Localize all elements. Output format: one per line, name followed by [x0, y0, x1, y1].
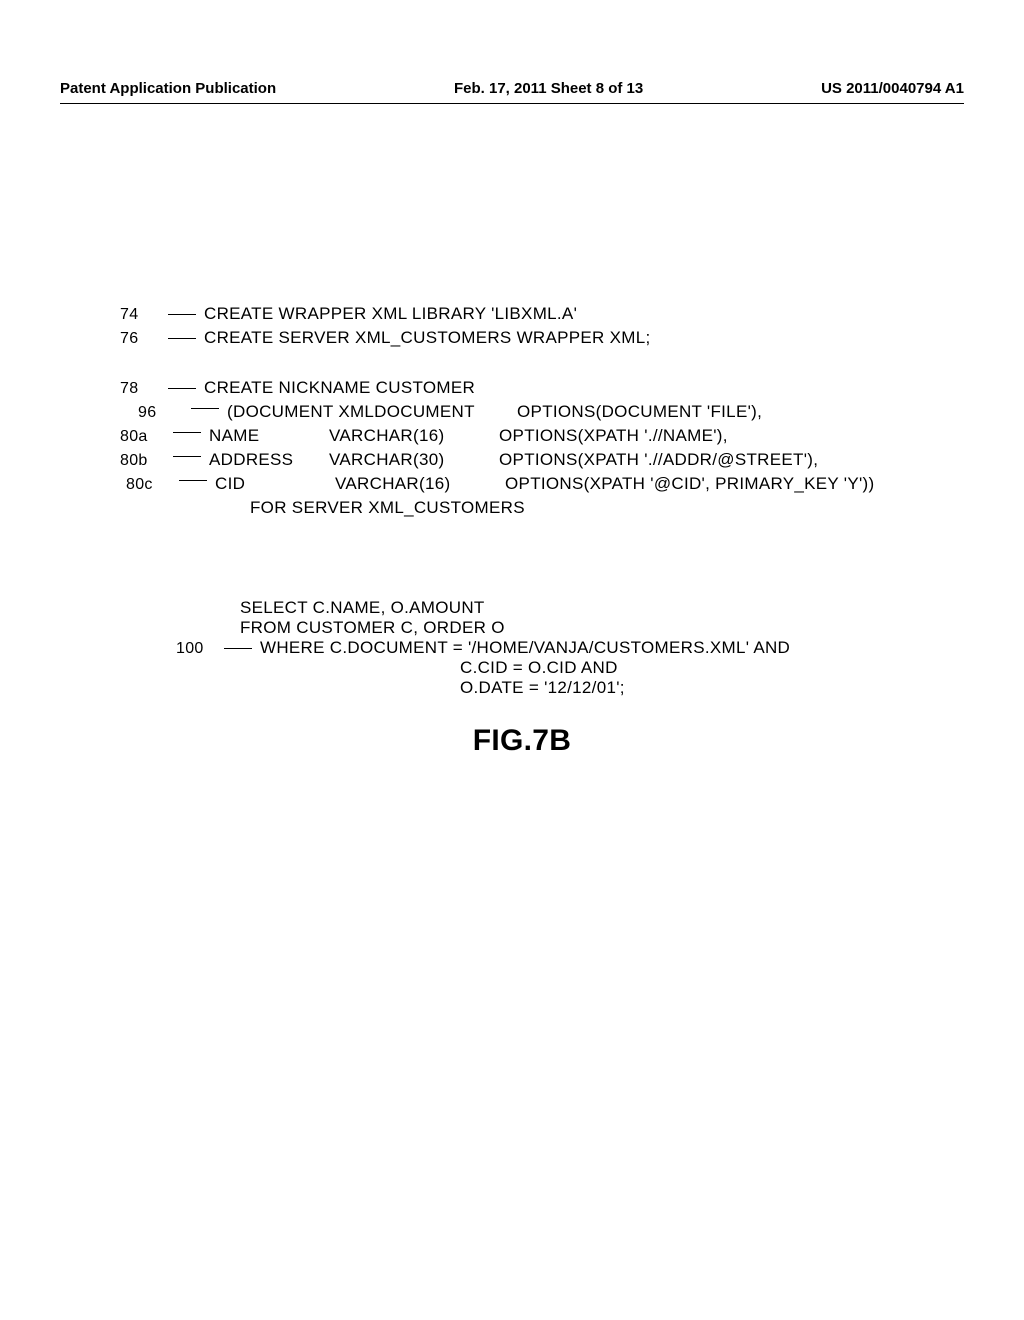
field-80c: CID: [215, 474, 335, 494]
field-80b: ADDRESS: [209, 450, 329, 470]
type-80a: VARCHAR(16): [329, 426, 469, 446]
ref-dash: [168, 314, 196, 315]
sql-where: WHERE C.DOCUMENT = '/HOME/VANJA/CUSTOMER…: [260, 638, 790, 658]
code-78: CREATE NICKNAME CUSTOMER: [204, 378, 475, 398]
figure-content: 74 CREATE WRAPPER XML LIBRARY 'LIBXML.A'…: [60, 304, 964, 758]
line-78: 78 CREATE NICKNAME CUSTOMER: [120, 378, 924, 398]
code-74: CREATE WRAPPER XML LIBRARY 'LIBXML.A': [204, 304, 577, 324]
opts-80a: OPTIONS(XPATH './/NAME'),: [499, 426, 728, 446]
ref-100: 100: [176, 640, 224, 658]
sql-select: SELECT C.NAME, O.AMOUNT: [240, 598, 924, 618]
header-left: Patent Application Publication: [60, 80, 276, 97]
type-80c: VARCHAR(16): [335, 474, 475, 494]
sql-from: FROM CUSTOMER C, ORDER O: [240, 618, 924, 638]
header-center: Feb. 17, 2011 Sheet 8 of 13: [454, 80, 643, 97]
line-80c: 80c CID VARCHAR(16) OPTIONS(XPATH '@CID'…: [120, 474, 924, 494]
field-96: (DOCUMENT XMLDOCUMENT: [227, 402, 487, 422]
sql-query: SELECT C.NAME, O.AMOUNT FROM CUSTOMER C,…: [240, 598, 924, 698]
field-80a: NAME: [209, 426, 329, 446]
line-96: 96 (DOCUMENT XMLDOCUMENT OPTIONS(DOCUMEN…: [120, 402, 924, 422]
sql-and1: C.CID = O.CID AND: [460, 658, 924, 678]
ref-76: 76: [120, 330, 168, 348]
code-76: CREATE SERVER XML_CUSTOMERS WRAPPER XML;: [204, 328, 651, 348]
ref-dash: [168, 388, 196, 389]
ref-80a: 80a: [120, 428, 168, 446]
type-80b: VARCHAR(30): [329, 450, 469, 470]
ref-dash: [173, 456, 201, 457]
line-74: 74 CREATE WRAPPER XML LIBRARY 'LIBXML.A': [120, 304, 924, 324]
sql-and2: O.DATE = '12/12/01';: [460, 678, 924, 698]
header-right: US 2011/0040794 A1: [821, 80, 964, 97]
opts-80c: OPTIONS(XPATH '@CID', PRIMARY_KEY 'Y')): [505, 474, 874, 494]
line-80b: 80b ADDRESS VARCHAR(30) OPTIONS(XPATH '.…: [120, 450, 924, 470]
ref-dash: [168, 338, 196, 339]
opts-80b: OPTIONS(XPATH './/ADDR/@STREET'),: [499, 450, 818, 470]
ref-dash: [191, 408, 219, 409]
figure-label: FIG.7B: [120, 724, 924, 758]
ref-80b: 80b: [120, 452, 168, 470]
line-76: 76 CREATE SERVER XML_CUSTOMERS WRAPPER X…: [120, 328, 924, 348]
ref-74: 74: [120, 306, 168, 324]
ref-dash: [173, 432, 201, 433]
ref-dash: [179, 480, 207, 481]
ref-dash: [224, 648, 252, 649]
line-80a: 80a NAME VARCHAR(16) OPTIONS(XPATH './/N…: [120, 426, 924, 446]
ref-96: 96: [138, 404, 186, 422]
ref-80c: 80c: [126, 476, 174, 494]
opts-96: OPTIONS(DOCUMENT 'FILE'),: [517, 402, 762, 422]
page-header: Patent Application Publication Feb. 17, …: [60, 80, 964, 104]
ref-78: 78: [120, 380, 168, 398]
for-server: FOR SERVER XML_CUSTOMERS: [250, 498, 924, 518]
